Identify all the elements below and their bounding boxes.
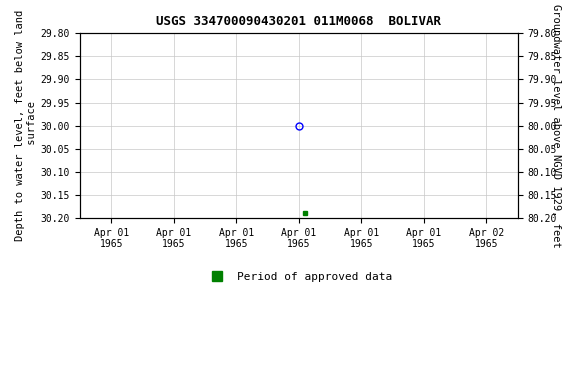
Legend: Period of approved data: Period of approved data — [201, 267, 396, 286]
Title: USGS 334700090430201 011M0068  BOLIVAR: USGS 334700090430201 011M0068 BOLIVAR — [156, 15, 441, 28]
Y-axis label: Groundwater level above NGVD 1929, feet: Groundwater level above NGVD 1929, feet — [551, 4, 561, 247]
Y-axis label: Depth to water level, feet below land
 surface: Depth to water level, feet below land su… — [15, 10, 37, 241]
